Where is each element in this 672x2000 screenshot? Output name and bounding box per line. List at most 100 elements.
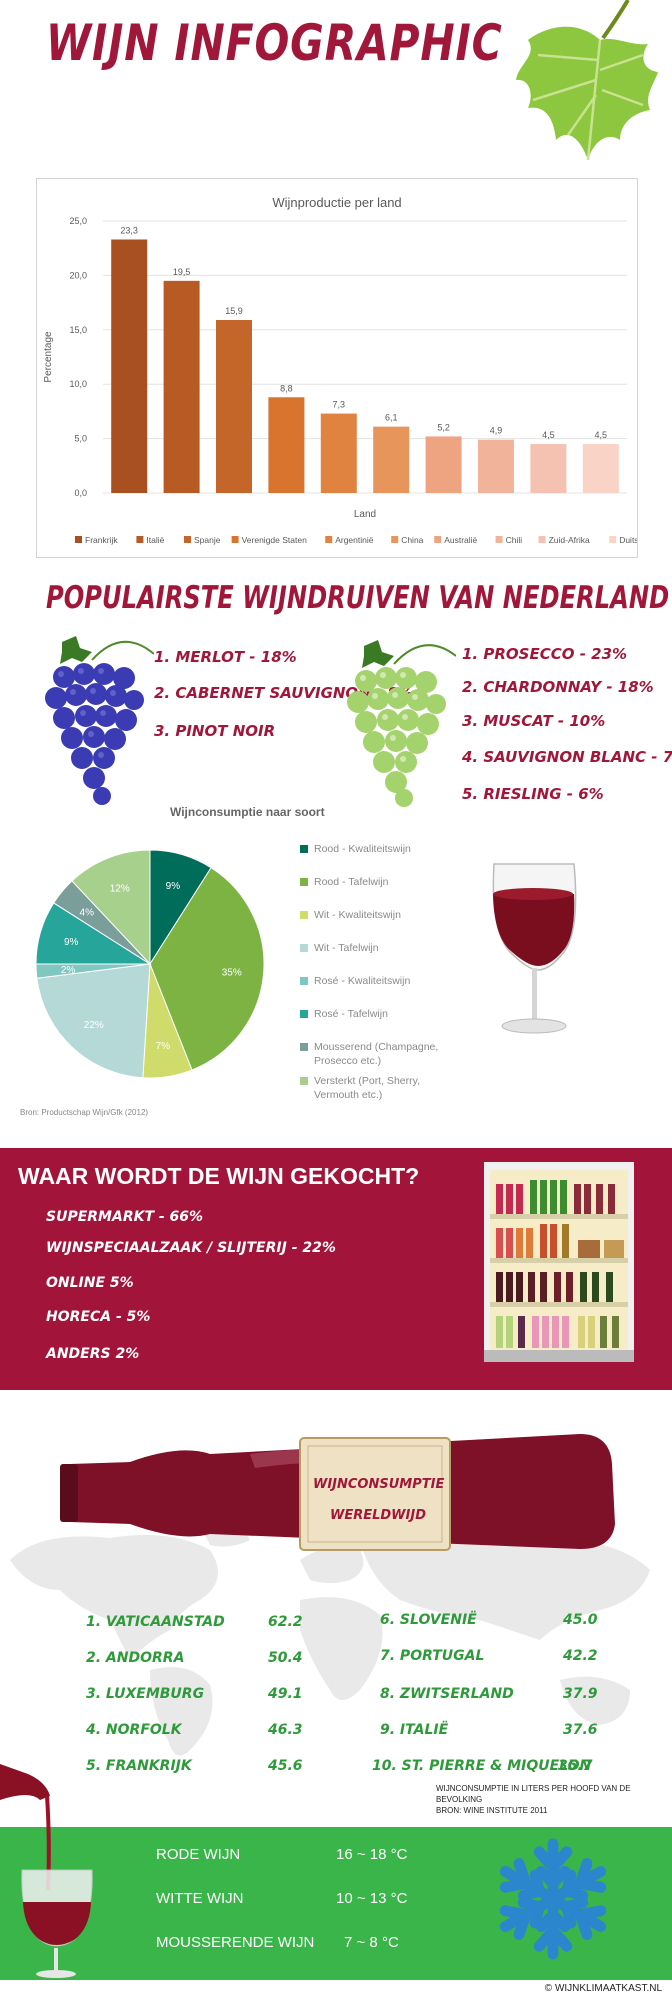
bar xyxy=(478,439,514,493)
purchase-item: WIJNSPECIAALZAAK / SLIJTERIJ - 22% xyxy=(46,1240,336,1256)
country-name: 9. ITALIË xyxy=(380,1722,449,1738)
bar-data-label: 4,5 xyxy=(595,430,608,440)
country-value: 50.4 xyxy=(268,1650,303,1666)
pie-slice xyxy=(71,849,151,966)
grape-leaf-image xyxy=(516,0,658,161)
y-tick-label: 20,0 xyxy=(69,270,87,280)
legend-label: Chili xyxy=(506,535,523,545)
pie-data-label: 2% xyxy=(61,965,76,976)
consumption-pie-chart: 9% 35% 7% 22% 2% 9% 4% 12% xyxy=(35,849,265,1079)
country-name: 6. SLOVENIË xyxy=(380,1612,477,1628)
legend-label: Duitsland xyxy=(619,535,637,545)
legend-entry: Italië xyxy=(136,535,165,545)
pie-slice xyxy=(36,963,151,1079)
legend-swatch xyxy=(300,944,308,952)
production-bar-chart: Wijnproductie per land 0,0 5,0 10,0 15,0 20,0… xyxy=(43,195,655,545)
bar-data-label: 8,8 xyxy=(280,383,293,393)
legend-swatch xyxy=(136,536,144,543)
country-name: 5. FRANKRIJK xyxy=(86,1758,192,1774)
country-value: 35.7 xyxy=(558,1758,593,1774)
red-grape-item: 2. CABERNET SAUVIGNON - 8% xyxy=(154,684,413,702)
country-name: 2. ANDORRA xyxy=(86,1650,185,1666)
purchase-heading: WAAR WORDT DE WIJN GEKOCHT? xyxy=(18,1163,420,1189)
legend-item: Rosé - Tafelwijn xyxy=(300,1007,388,1021)
country-name: 3. LUXEMBURG xyxy=(86,1686,205,1702)
bar-data-label: 4,5 xyxy=(542,430,555,440)
bar xyxy=(373,426,410,493)
legend-label: Frankrijk xyxy=(85,535,118,545)
bar xyxy=(268,397,305,493)
y-axis-label: Percentage xyxy=(43,331,54,383)
country-value: 37.6 xyxy=(563,1722,598,1738)
red-grapes-image xyxy=(45,636,154,805)
bar xyxy=(425,436,462,493)
bar xyxy=(530,444,567,493)
bar xyxy=(582,444,619,493)
wine-shelf-image xyxy=(484,1162,634,1362)
legend-swatch xyxy=(300,977,308,985)
legend-swatch xyxy=(300,1077,308,1085)
wine-glass-image xyxy=(492,863,577,1034)
temperature-value: 16 ~ 18 °C xyxy=(336,1846,408,1863)
purchase-item: ONLINE 5% xyxy=(46,1275,134,1291)
legend-label: Zuid-Afrika xyxy=(549,535,590,545)
y-tick-label: 25,0 xyxy=(69,216,87,226)
pie-data-label: 22% xyxy=(84,1020,104,1031)
legend-swatch xyxy=(300,911,308,919)
pie-data-label: 4% xyxy=(80,908,95,919)
wine-bottle-image xyxy=(60,1434,615,1551)
white-grape-item: 1. PROSECCO - 23% xyxy=(462,645,628,663)
y-tick-label: 0,0 xyxy=(74,488,87,498)
legend-swatch xyxy=(300,1010,308,1018)
temperature-value: 7 ~ 8 °C xyxy=(344,1934,399,1951)
world-heading-line2: WERELDWIJD xyxy=(330,1508,426,1523)
country-name: 10. ST. PIERRE & MIQUELON xyxy=(372,1758,592,1774)
legend-item: Rosé - Kwaliteitswijn xyxy=(300,974,410,988)
country-name: 8. ZWITSERLAND xyxy=(380,1686,514,1702)
y-tick-label: 15,0 xyxy=(69,325,87,335)
pie-data-label: 9% xyxy=(64,937,79,948)
legend-item: Mousserend (Champagne, Prosecco etc.) xyxy=(300,1040,438,1068)
world-source-note: WIJNCONSUMPTIE IN LITERS PER HOOFD VAN D… xyxy=(436,1784,631,1815)
legend-label: Spanje xyxy=(194,535,221,545)
legend-entry: Verenigde Staten xyxy=(231,535,307,545)
y-tick-label: 5,0 xyxy=(74,434,87,444)
legend-swatch xyxy=(75,536,82,543)
pouring-wine-image xyxy=(0,1764,93,1978)
x-axis-label: Land xyxy=(354,509,376,520)
legend-swatch xyxy=(300,1043,308,1051)
legend-swatch xyxy=(609,536,617,543)
legend-entry: Spanje xyxy=(184,535,221,545)
legend-swatch xyxy=(538,536,546,543)
source-note: Bron: Productschap Wijn/Gfk (2012) xyxy=(20,1108,149,1117)
country-value: 45.6 xyxy=(268,1758,303,1774)
legend-item: Versterkt (Port, Sherry, Vermouth etc.) xyxy=(300,1074,420,1102)
white-grape-item: 4. SAUVIGNON BLANC - 7% xyxy=(462,748,672,766)
temperature-label: WITTE WIJN xyxy=(156,1890,244,1907)
bar xyxy=(216,320,252,493)
bar-data-label: 7,3 xyxy=(333,400,346,410)
chart-title: Wijnproductie per land xyxy=(272,195,401,210)
country-name: 4. NORFOLK xyxy=(86,1722,182,1738)
legend-entry: Chili xyxy=(495,535,523,545)
country-value: 49.1 xyxy=(268,1686,303,1702)
copyright: © WIJNKLIMAATKAST.NL xyxy=(544,1983,662,1994)
bar-data-label: 6,1 xyxy=(385,413,398,423)
legend-swatch xyxy=(184,536,191,543)
legend-entry: Argentinië xyxy=(325,535,374,545)
legend-label: China xyxy=(401,535,423,545)
legend-item: Rood - Kwaliteitswijn xyxy=(300,842,411,856)
legend-label: Australië xyxy=(444,535,477,545)
purchase-item: SUPERMARKT - 66% xyxy=(46,1209,204,1225)
white-grape-item: 3. MUSCAT - 10% xyxy=(462,712,606,730)
white-grape-item: 5. RIESLING - 6% xyxy=(462,785,604,803)
pie-data-label: 35% xyxy=(222,968,242,979)
legend-swatch xyxy=(391,536,399,543)
bar-data-label: 19,5 xyxy=(173,267,191,277)
purchase-item: ANDERS 2% xyxy=(46,1346,140,1362)
legend-label: Verenigde Staten xyxy=(242,535,307,545)
white-grape-item: 2. CHARDONNAY - 18% xyxy=(462,678,654,696)
country-value: 46.3 xyxy=(268,1722,303,1738)
world-map-image xyxy=(10,1524,650,1756)
country-value: 45.0 xyxy=(563,1612,598,1628)
